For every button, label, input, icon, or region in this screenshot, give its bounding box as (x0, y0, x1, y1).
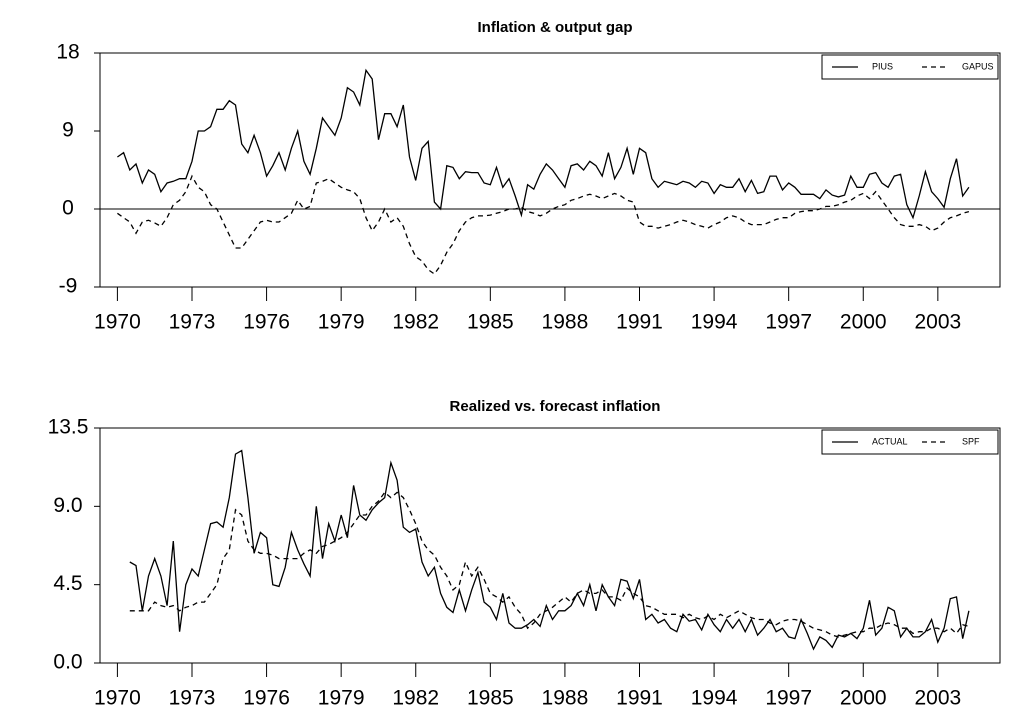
x-tick-label: 2000 (840, 687, 887, 710)
legend-label: GAPUS (962, 61, 994, 71)
chart-title: Inflation & output gap (478, 19, 633, 36)
legend-label: ACTUAL (872, 436, 908, 446)
x-tick-label: 1997 (765, 687, 812, 710)
legend-label: PIUS (872, 61, 893, 71)
x-tick-label: 1976 (243, 687, 290, 710)
x-tick-label: 1970 (94, 311, 141, 334)
x-tick-label: 1985 (467, 687, 514, 710)
series-line (117, 68, 970, 220)
series-line (117, 174, 970, 275)
series-line (129, 449, 970, 651)
x-tick-label: 1982 (392, 687, 439, 710)
x-tick-label: 1988 (542, 311, 589, 334)
y-tick-label: 0 (62, 197, 74, 220)
legend-label: SPF (962, 436, 980, 446)
x-tick-label: 1991 (616, 311, 663, 334)
x-tick-label: 1976 (243, 311, 290, 334)
x-tick-label: 2000 (840, 311, 887, 334)
y-tick-label: 13.5 (48, 416, 89, 439)
x-tick-label: 1973 (169, 687, 216, 710)
series-line (129, 491, 970, 638)
x-tick-label: 1997 (765, 311, 812, 334)
x-tick-label: 2003 (914, 687, 961, 710)
x-tick-label: 1985 (467, 311, 514, 334)
x-tick-label: 1991 (616, 687, 663, 710)
x-tick-label: 1973 (169, 311, 216, 334)
x-tick-label: 1970 (94, 687, 141, 710)
y-tick-label: 4.5 (53, 572, 82, 595)
plot-frame (99, 52, 1001, 288)
y-tick-label: -9 (59, 275, 78, 298)
x-tick-label: 2003 (914, 311, 961, 334)
y-tick-label: 9.0 (53, 494, 82, 517)
chart-title: Realized vs. forecast inflation (450, 398, 661, 415)
x-tick-label: 1994 (691, 687, 738, 710)
x-tick-label: 1979 (318, 687, 365, 710)
x-tick-label: 1979 (318, 311, 365, 334)
y-tick-label: 18 (56, 41, 79, 64)
x-tick-label: 1982 (392, 311, 439, 334)
y-tick-label: 0.0 (53, 651, 82, 674)
x-tick-label: 1988 (542, 687, 589, 710)
plot-frame (99, 427, 1001, 664)
y-tick-label: 9 (62, 119, 74, 142)
x-tick-label: 1994 (691, 311, 738, 334)
